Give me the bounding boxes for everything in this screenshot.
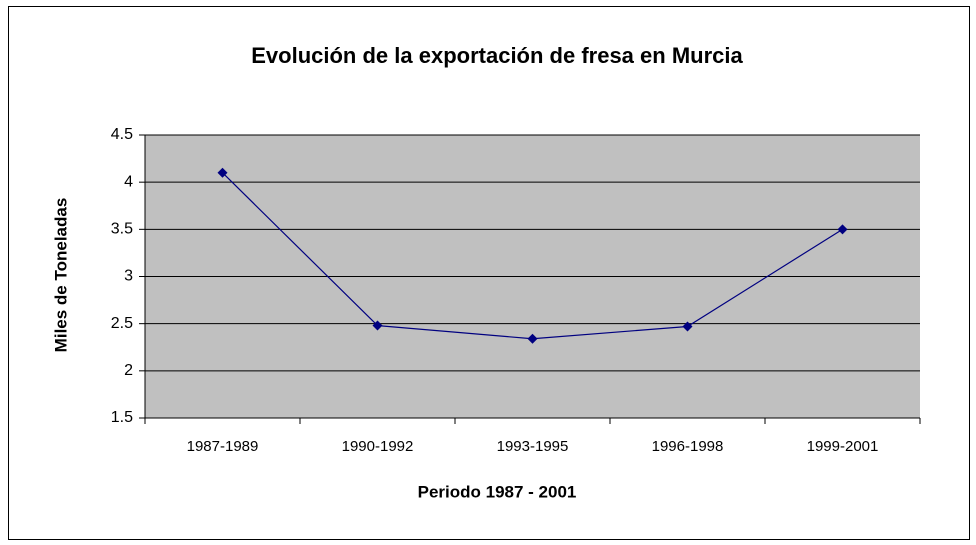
x-tick-label: 1990-1992 <box>342 438 414 455</box>
y-tick-label: 2.5 <box>111 315 133 332</box>
data-point <box>217 167 228 178</box>
y-tick-label: 2 <box>124 362 133 379</box>
x-tick-label: 1999-2001 <box>807 438 879 455</box>
data-point <box>527 333 538 344</box>
y-tick-label: 4.5 <box>111 126 133 143</box>
x-axis-title: Periodo 1987 - 2001 <box>418 482 577 501</box>
x-tick-label: 1993-1995 <box>497 438 569 455</box>
x-tick-label: 1996-1998 <box>652 438 724 455</box>
y-tick-label: 3.5 <box>111 221 133 238</box>
data-point <box>372 320 383 331</box>
chart-title: Evolución de la exportación de fresa en … <box>251 43 743 68</box>
y-tick-label: 3 <box>124 268 133 285</box>
data-point <box>682 321 693 332</box>
y-axis-title: Miles de Toneladas <box>51 198 70 353</box>
data-point <box>837 224 848 235</box>
x-tick-label: 1987-1989 <box>187 438 259 455</box>
y-tick-label: 1.5 <box>111 409 133 426</box>
y-tick-label: 4 <box>124 173 133 190</box>
